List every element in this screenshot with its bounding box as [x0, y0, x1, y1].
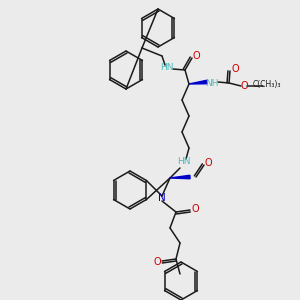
Text: HN: HN: [160, 64, 174, 73]
Text: O: O: [204, 158, 212, 168]
Polygon shape: [189, 80, 207, 84]
Polygon shape: [170, 175, 190, 179]
Text: O: O: [153, 257, 161, 267]
Text: N: N: [158, 193, 166, 203]
Text: O: O: [192, 51, 200, 61]
Text: O: O: [231, 64, 239, 74]
Text: HN: HN: [177, 158, 191, 166]
Text: C(CH₃)₃: C(CH₃)₃: [253, 80, 281, 89]
Text: O: O: [191, 204, 199, 214]
Text: NH: NH: [205, 79, 219, 88]
Text: O: O: [240, 81, 248, 91]
